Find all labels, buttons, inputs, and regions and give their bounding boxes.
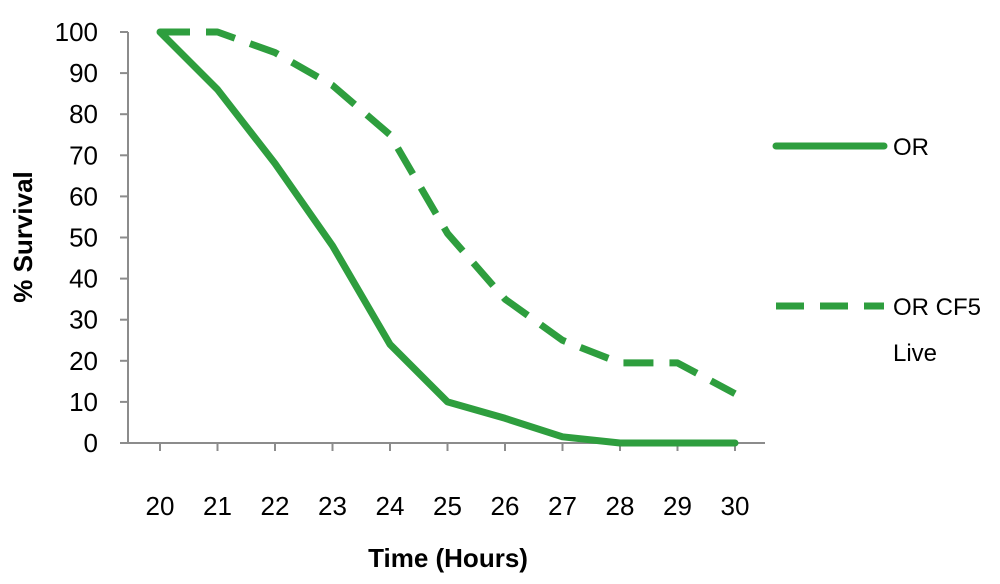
y-tick-label: 0 bbox=[84, 428, 98, 458]
x-tick-label: 30 bbox=[721, 491, 750, 521]
y-tick-label: 100 bbox=[55, 17, 98, 47]
x-tick-label: 22 bbox=[261, 491, 290, 521]
x-tick-label: 21 bbox=[203, 491, 232, 521]
legend-label: OR bbox=[893, 134, 929, 161]
y-tick-label: 10 bbox=[69, 387, 98, 417]
series-layer bbox=[156, 28, 739, 447]
y-tick-label: 50 bbox=[69, 223, 98, 253]
y-tick-label: 80 bbox=[69, 99, 98, 129]
y-tick-label: 90 bbox=[69, 58, 98, 88]
y-tick-label: 60 bbox=[69, 181, 98, 211]
x-tick-label: 24 bbox=[376, 491, 405, 521]
series-line-or-cf5-live bbox=[160, 28, 737, 397]
x-tick-label: 26 bbox=[491, 491, 520, 521]
y-tick-label: 30 bbox=[69, 305, 98, 335]
x-tick-label: 23 bbox=[318, 491, 347, 521]
x-tick-label: 29 bbox=[663, 491, 692, 521]
x-tick-label: 25 bbox=[433, 491, 462, 521]
series-line-or bbox=[156, 28, 739, 447]
legend-label: OR CF5 bbox=[893, 294, 981, 321]
legend: OR OR CF5 Live bbox=[772, 134, 981, 367]
legend-label: Live bbox=[893, 340, 937, 367]
y-tick-label: 70 bbox=[69, 140, 98, 170]
x-tick-label: 20 bbox=[146, 491, 175, 521]
y-ticks: 0 10 20 30 40 50 60 70 80 90 100 bbox=[55, 17, 128, 458]
y-axis-title: % Survival bbox=[8, 171, 38, 303]
x-tick-label: 27 bbox=[548, 491, 577, 521]
y-tick-label: 20 bbox=[69, 346, 98, 376]
x-ticks: 20 21 22 23 24 25 26 27 28 29 30 bbox=[146, 443, 750, 521]
x-axis-title: Time (Hours) bbox=[368, 543, 528, 573]
y-tick-label: 40 bbox=[69, 264, 98, 294]
x-tick-label: 28 bbox=[606, 491, 635, 521]
